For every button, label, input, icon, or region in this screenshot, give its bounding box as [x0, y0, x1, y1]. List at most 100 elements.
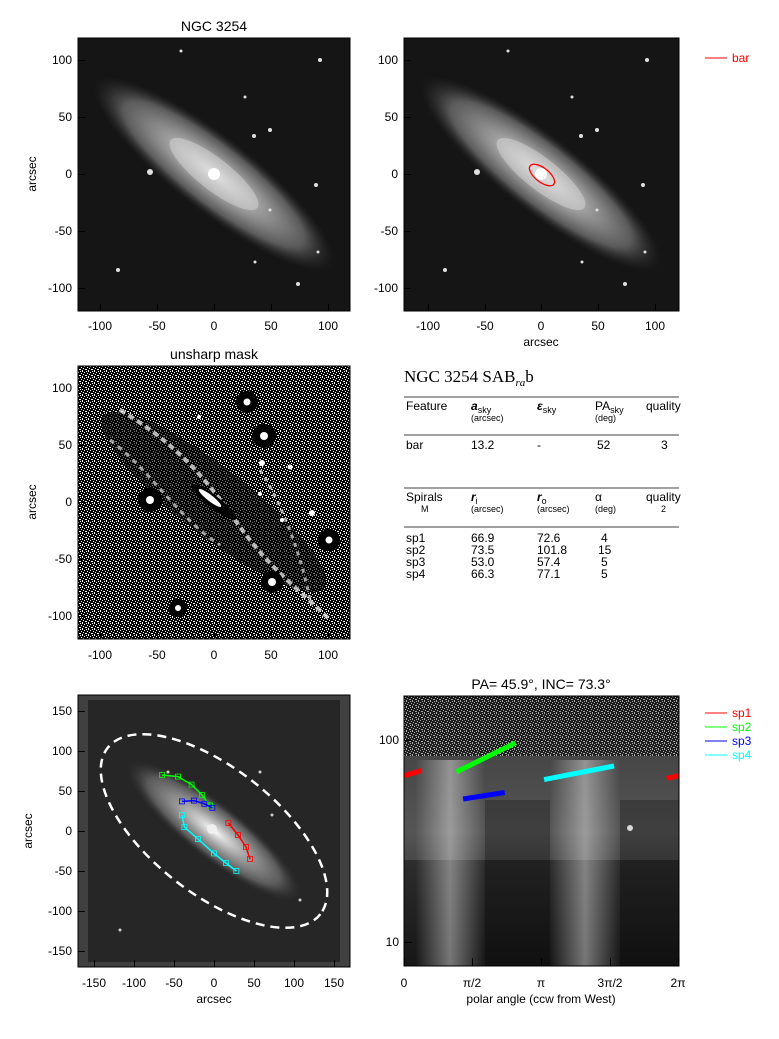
col-m: M: [421, 504, 429, 514]
x-tick-label: 2π: [671, 976, 686, 990]
y-tick-label: 50: [59, 438, 73, 452]
cell-ri: 53.0: [471, 555, 495, 569]
panel-top-right: -100 -50 0 50 100 100 50 0 -50 -100 arcs…: [374, 37, 749, 349]
y-tick-label: 50: [385, 110, 399, 124]
spiral-point-sp1: [225, 820, 232, 826]
cell-alpha: 5: [601, 567, 608, 581]
measurement-table: NGC 3254 SABrab Feature asky (arcsec) εs…: [404, 367, 681, 581]
axis-ticks: [78, 388, 329, 639]
spiral-point-sp4: [179, 812, 185, 818]
panel-bottom-right: PA= 45.9°, INC= 73.3° 0 π/2 π 3π/2 2π: [379, 676, 752, 1006]
y-tick-label: -100: [48, 904, 72, 918]
x-tick-labels: -150 -100 -50 0 50 100 150: [82, 976, 344, 990]
legend-label: sp1: [732, 706, 752, 720]
x-tick-labels: 0 π/2 π 3π/2 2π: [401, 976, 686, 990]
panel-top-left: NGC 3254 -100 -50 0 50: [25, 18, 351, 333]
legend-bar: bar: [705, 51, 749, 65]
y-tick-label: 50: [59, 110, 73, 124]
y-tick-label: -150: [48, 944, 72, 958]
cell-name: sp4: [406, 567, 426, 581]
spiral-point-sp4: [233, 868, 240, 874]
legend-spirals: sp1 sp2 sp3 sp4: [705, 706, 752, 762]
y-axis-label: arcsec: [25, 484, 39, 519]
x-tick-label: 0: [211, 648, 218, 662]
spiral-point-sp4: [195, 836, 201, 842]
y-tick-label: -50: [55, 864, 73, 878]
x-axis-label: arcsec: [523, 335, 558, 349]
y-tick-labels: 100 50 0 -50 -100: [48, 381, 72, 623]
y-tick-label: -50: [55, 552, 73, 566]
spiral-track-sp4: [181, 814, 237, 872]
axis-ticks: [78, 711, 335, 967]
x-tick-label: 0: [401, 976, 408, 990]
x-tick-label: -50: [148, 319, 166, 333]
legend-label: bar: [732, 51, 749, 65]
cell-ro: 101.8: [537, 543, 567, 557]
table-row: sp4 66.3 77.1 5: [406, 567, 608, 581]
polar-track-sp3: [462, 790, 506, 802]
col-pa-unit: (deg): [595, 413, 616, 423]
col-ro: ro: [537, 490, 547, 506]
x-tick-label: 0: [538, 319, 545, 333]
table-row: sp2 73.5 101.8 15: [406, 543, 612, 557]
cell-name: sp1: [406, 531, 426, 545]
x-tick-label: 150: [324, 976, 344, 990]
x-tick-label: -100: [88, 648, 112, 662]
y-tick-label: 100: [378, 53, 398, 67]
y-tick-labels: 100 10: [379, 733, 399, 949]
col-ri: ri: [471, 490, 478, 506]
y-tick-label: 150: [52, 704, 72, 718]
y-tick-label: 100: [52, 744, 72, 758]
col-ri-unit: (arcsec): [471, 504, 504, 514]
spiral-point-sp3: [201, 800, 208, 807]
y-tick-label: 0: [65, 167, 72, 181]
spiral-point-sp4: [211, 850, 217, 857]
spiral-track-sp3: [181, 799, 213, 809]
table-row-bar: bar 13.2 - 52 3: [406, 438, 668, 452]
legend-label: sp2: [732, 720, 752, 734]
cell-pa: 52: [597, 438, 611, 452]
x-tick-label: 0: [211, 319, 218, 333]
cell-ri: 73.5: [471, 543, 495, 557]
x-tick-label: -50: [148, 648, 166, 662]
y-tick-label: -100: [48, 609, 72, 623]
col-spirals: Spirals: [406, 490, 443, 504]
x-tick-label: 100: [318, 319, 338, 333]
x-axis-label: polar angle (ccw from West): [466, 992, 615, 1006]
spiral-point-sp3: [209, 804, 216, 811]
galaxy-image-bar: [404, 38, 679, 311]
x-tick-label: 50: [247, 976, 261, 990]
x-tick-label: 100: [645, 319, 665, 333]
cell-name: sp3: [406, 555, 426, 569]
y-tick-labels: 100 50 0 -50 -100: [48, 53, 72, 295]
legend-label: sp4: [732, 748, 752, 762]
table-row: sp3 53.0 57.4 5: [406, 555, 608, 569]
cell-ro: 77.1: [537, 567, 561, 581]
col-pa: PAsky: [595, 399, 624, 415]
cell-e: -: [537, 438, 541, 452]
galaxy-image-spirals: [78, 695, 350, 967]
x-tick-label: 50: [591, 319, 605, 333]
x-tick-labels: -100 -50 0 50 100: [88, 319, 338, 333]
spiral-point-sp1: [243, 844, 249, 850]
y-tick-label: 0: [391, 167, 398, 181]
axis-ticks: [404, 60, 656, 311]
y-tick-label: -50: [381, 224, 399, 238]
col-a: asky: [471, 399, 492, 415]
x-tick-label: -50: [165, 976, 183, 990]
galaxy-image: [78, 38, 350, 311]
x-tick-label: -50: [476, 319, 494, 333]
col-e: εsky: [537, 399, 557, 415]
x-tick-labels: -100 -50 0 50 100: [88, 648, 338, 662]
y-tick-label: 0: [65, 824, 72, 838]
col-alpha: α: [595, 490, 602, 504]
col-quality: quality: [646, 399, 681, 413]
table-heading: NGC 3254 SABrab: [404, 367, 534, 389]
col-quality: quality: [646, 490, 681, 504]
spiral-point-sp2: [175, 773, 181, 780]
col-feature: Feature: [406, 399, 448, 413]
col-alpha-unit: (deg): [595, 504, 616, 514]
cell-alpha: 4: [601, 531, 608, 545]
polar-track-sp1: [403, 768, 423, 779]
